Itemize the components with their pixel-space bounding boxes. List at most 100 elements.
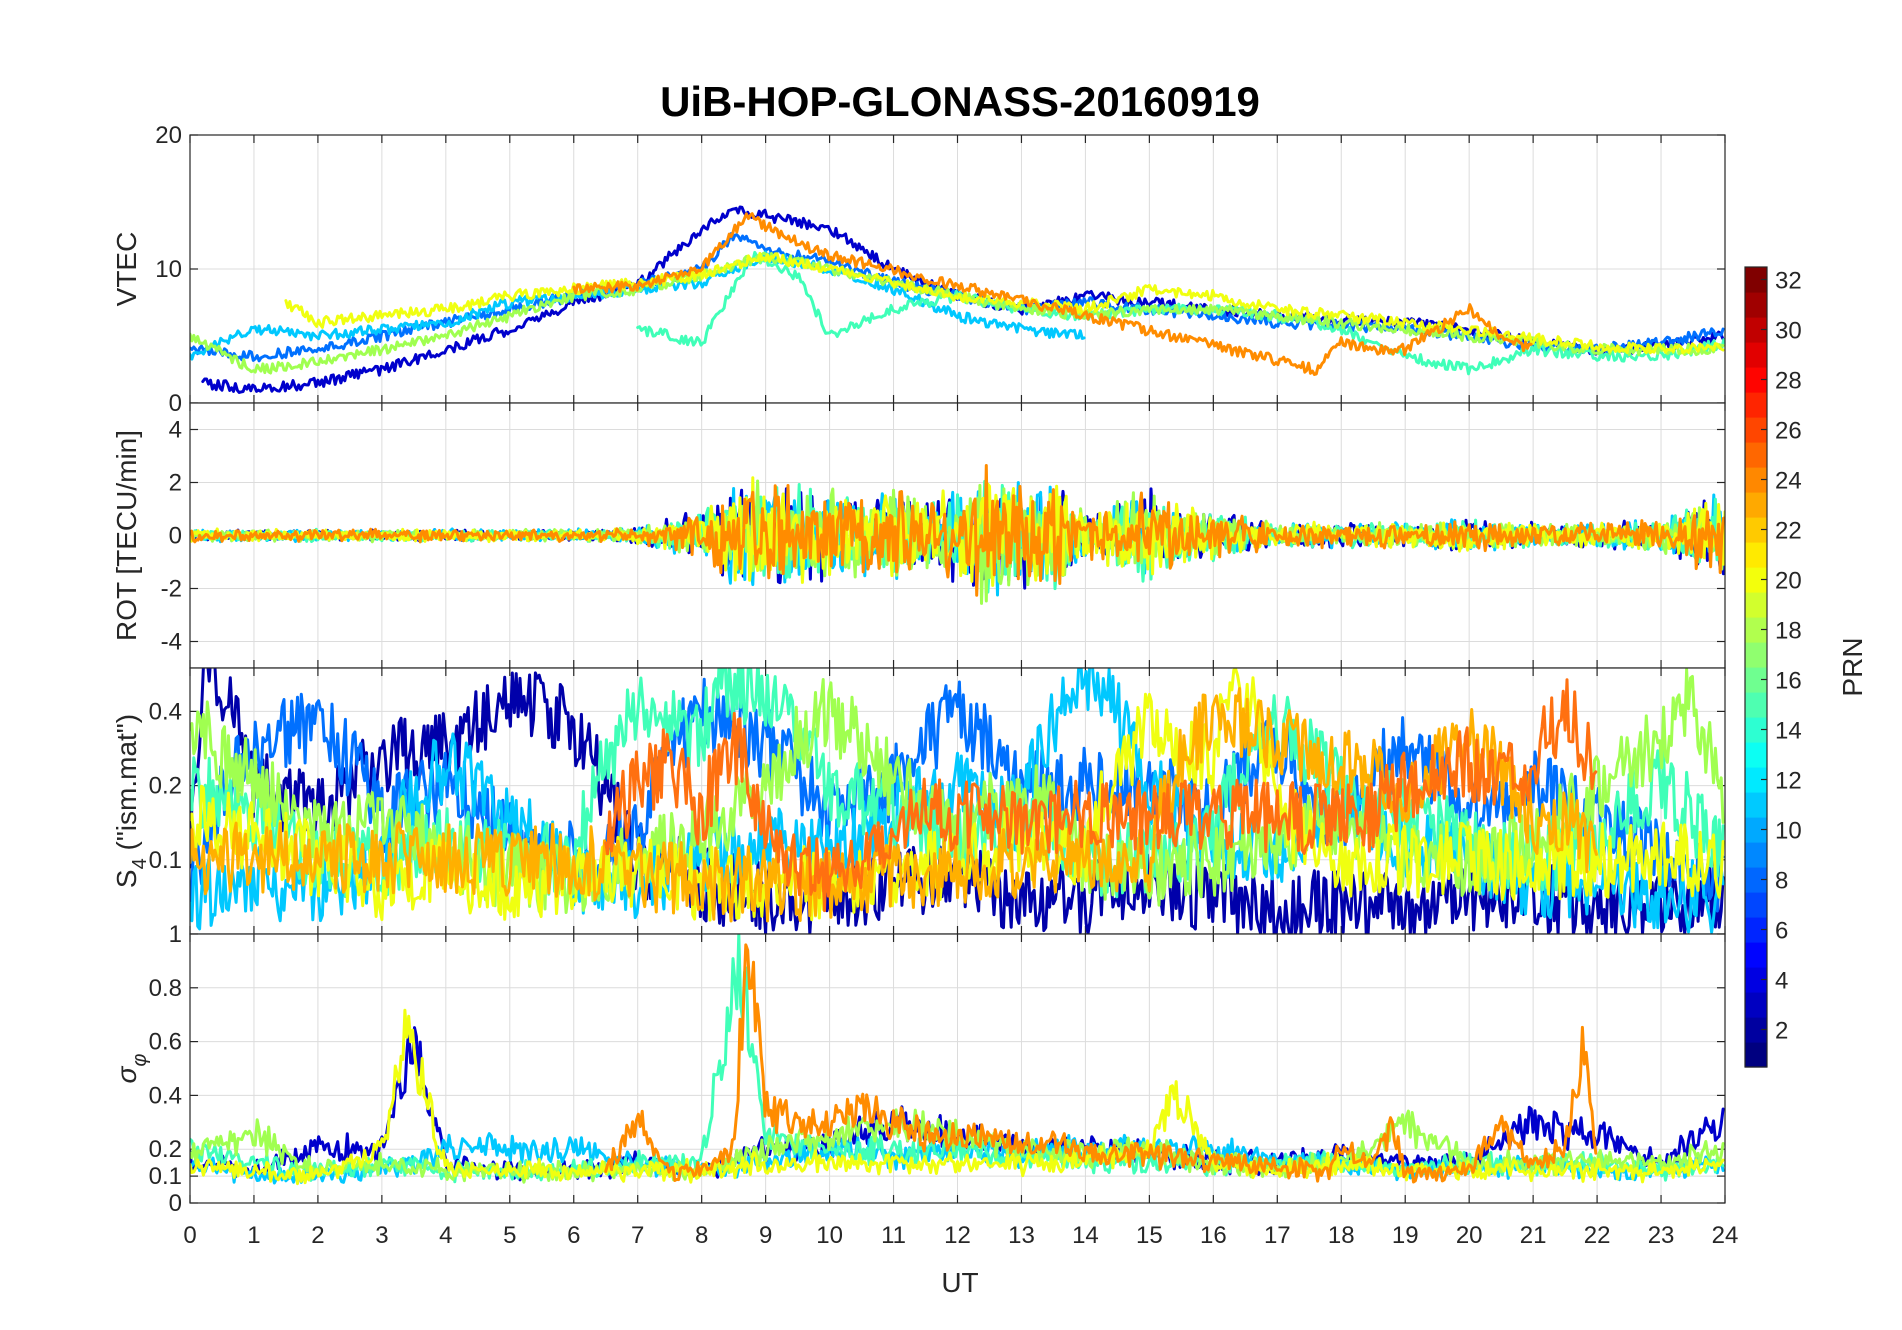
- colorbar-swatch: [1745, 617, 1767, 643]
- colorbar-tick-label: 2: [1775, 1018, 1788, 1045]
- x-tick-label: 16: [1200, 1222, 1227, 1249]
- y-axis-label: VTEC: [111, 232, 142, 307]
- colorbar-swatch: [1745, 842, 1767, 868]
- series-prn-24: [604, 678, 1598, 913]
- x-tick-label: 8: [695, 1222, 708, 1249]
- colorbar-swatch: [1745, 942, 1767, 968]
- colorbar-swatch: [1745, 417, 1767, 443]
- colorbar-swatch: [1745, 267, 1767, 293]
- x-tick-label: 5: [503, 1222, 516, 1249]
- panel-4: 00.10.2 0.4 0.6 0.8 1 σφ: [111, 921, 1726, 1217]
- traces: [190, 934, 1725, 1186]
- colorbar-swatch: [1745, 517, 1767, 543]
- colorbar-tick-label: 24: [1775, 468, 1802, 495]
- series-prn-22: [190, 687, 1598, 923]
- colorbar-swatch: [1745, 717, 1767, 743]
- x-tick-label: 9: [759, 1222, 772, 1249]
- y-tick-label: 0.1: [149, 847, 182, 874]
- traces: [190, 668, 1725, 934]
- x-tick-label: 10: [816, 1222, 843, 1249]
- colorbar-swatch: [1745, 592, 1767, 618]
- colorbar-swatch: [1745, 292, 1767, 318]
- colorbar-tick-label: 8: [1775, 868, 1788, 895]
- x-tick-label: 14: [1072, 1222, 1099, 1249]
- colorbar-swatch: [1745, 917, 1767, 943]
- x-tick-label: 0: [183, 1222, 196, 1249]
- colorbar-label: PRN: [1837, 637, 1868, 696]
- x-tick-label: 22: [1584, 1222, 1611, 1249]
- panel-1: 0 10 20 VTEC: [111, 122, 1726, 417]
- colorbar-swatch: [1745, 742, 1767, 768]
- colorbar-frame: [1744, 266, 1768, 1068]
- colorbar-tick-label: 14: [1775, 718, 1802, 745]
- colorbar-tick-label: 12: [1775, 768, 1802, 795]
- series-prn-20: [190, 1008, 1725, 1186]
- x-tick-label: 24: [1712, 1222, 1739, 1249]
- traces: [190, 205, 1725, 394]
- colorbar-tick-label: 4: [1775, 968, 1788, 995]
- x-tick-label: 11: [881, 1222, 906, 1249]
- colorbar-swatch: [1745, 867, 1767, 893]
- colorbar-swatch: [1745, 317, 1767, 343]
- colorbar-swatch: [1745, 692, 1767, 718]
- colorbar-swatch: [1745, 1017, 1767, 1043]
- colorbar-swatch: [1745, 492, 1767, 518]
- y-tick-label: 0.2: [149, 1136, 182, 1163]
- traces: [190, 464, 1725, 605]
- x-tick-label: 15: [1136, 1222, 1163, 1249]
- y-tick-label: 0.8: [149, 975, 182, 1002]
- colorbar-swatch: [1745, 542, 1767, 568]
- series-prn-23: [572, 212, 1533, 376]
- x-axis: 0 1 2 3 4 5 6 7 8 9 10 11 12 13 14 15 16 17 18 19 20 21 22 23 24: [183, 1222, 1738, 1249]
- y-tick-label: 10: [155, 256, 182, 283]
- colorbar-swatch: [1745, 992, 1767, 1018]
- y-tick-label: 0.2: [149, 773, 182, 800]
- y-tick-label: 0.6: [149, 1029, 182, 1056]
- y-tick-label: 4: [169, 417, 182, 444]
- colorbar-tick-label: 32: [1775, 268, 1802, 295]
- y-tick-label: 20: [155, 122, 182, 149]
- x-tick-label: 7: [631, 1222, 644, 1249]
- colorbar-tick-label: 10: [1775, 818, 1802, 845]
- y-tick-label: 1: [169, 921, 182, 948]
- y-axis-label: ROT [TECU/min]: [111, 430, 142, 641]
- colorbar-swatch: [1745, 1042, 1767, 1068]
- y-tick-label: 0.1: [149, 1163, 182, 1190]
- y-tick-label: 2: [169, 470, 182, 497]
- x-tick-label: 1: [247, 1222, 260, 1249]
- y-tick-label: 0.4: [149, 1082, 182, 1109]
- panel-3: 0.1 0.2 0.4S4 ("ism.mat"): [111, 667, 1726, 935]
- x-tick-label: 13: [1008, 1222, 1035, 1249]
- colorbar-tick-label: 6: [1775, 918, 1788, 945]
- colorbar-swatch: [1745, 342, 1767, 368]
- x-tick-label: 20: [1456, 1222, 1483, 1249]
- series-prn-23: [190, 464, 1725, 597]
- colorbar-swatch: [1745, 367, 1767, 393]
- y-axis-label: σφ: [111, 1054, 151, 1084]
- colorbar-swatch: [1745, 642, 1767, 668]
- x-tick-label: 19: [1392, 1222, 1419, 1249]
- colorbar-swatch: [1745, 467, 1767, 493]
- series-prn-23: [604, 943, 1598, 1184]
- colorbar-swatch: [1745, 967, 1767, 993]
- x-tick-label: 18: [1328, 1222, 1355, 1249]
- x-tick-label: 3: [375, 1222, 388, 1249]
- x-axis-label: UT: [941, 1267, 978, 1298]
- colorbar-tick-label: 16: [1775, 668, 1802, 695]
- panel-2: -4 -2 0 2 4 ROT [TECU/min]: [111, 402, 1726, 669]
- y-tick-label: 0: [169, 1190, 182, 1217]
- colorbar-tick-label: 20: [1775, 568, 1802, 595]
- x-tick-label: 12: [944, 1222, 971, 1249]
- panel-frame: [189, 933, 1726, 1204]
- chart-title: UiB-HOP-GLONASS-20160919: [660, 78, 1260, 125]
- x-tick-label: 23: [1648, 1222, 1675, 1249]
- colorbar-swatch: [1745, 567, 1767, 593]
- colorbar-swatch: [1745, 767, 1767, 793]
- colorbar-swatch: [1745, 667, 1767, 693]
- y-axis-label: S4 ("ism.mat"): [111, 714, 151, 888]
- y-tick-label: 0: [169, 523, 182, 550]
- colorbar-tick-label: 26: [1775, 418, 1802, 445]
